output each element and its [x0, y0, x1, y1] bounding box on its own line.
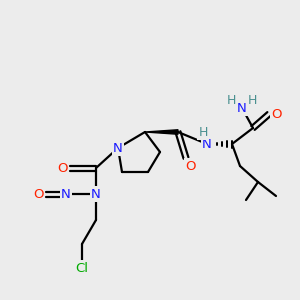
Text: N: N — [202, 137, 212, 151]
Text: N: N — [91, 188, 101, 200]
Text: O: O — [33, 188, 43, 200]
Text: N: N — [61, 188, 71, 200]
Text: H: H — [247, 94, 257, 106]
Text: O: O — [271, 107, 281, 121]
Text: Cl: Cl — [76, 262, 88, 275]
Text: N: N — [113, 142, 123, 154]
Text: O: O — [185, 160, 195, 172]
Polygon shape — [145, 130, 178, 134]
Text: H: H — [226, 94, 236, 106]
Text: N: N — [237, 101, 247, 115]
Text: O: O — [57, 161, 67, 175]
Text: H: H — [198, 125, 208, 139]
